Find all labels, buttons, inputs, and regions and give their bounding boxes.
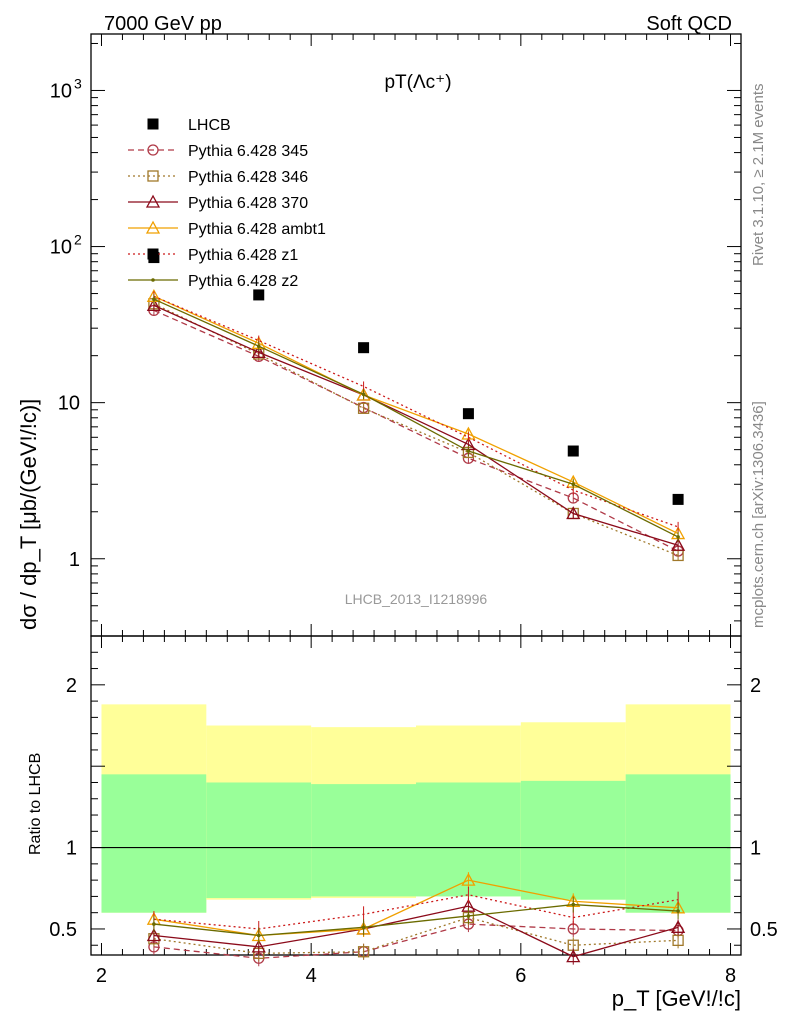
- y-axis-label: dσ / dp_T [μb/(GeV!/!c)]: [16, 399, 41, 630]
- ratio-y-tick-label: 2: [66, 675, 77, 697]
- ratio-line-2: [153, 905, 679, 958]
- series-line-4: [153, 295, 679, 528]
- reference-point: [253, 289, 265, 301]
- ratio-line-0: [153, 923, 679, 959]
- series-line-5: [153, 298, 679, 538]
- reference-point: [567, 445, 579, 457]
- series-line-2: [153, 304, 679, 546]
- series-point: [676, 535, 680, 539]
- main-series-layer: [146, 252, 686, 562]
- ratio-point: [466, 914, 471, 918]
- legend-marker: [151, 278, 155, 282]
- side-mcplots-label: mcplots.cern.ch [arXiv:1306.3436]: [750, 401, 767, 628]
- y-tick-label: 10: [58, 393, 80, 415]
- series-line-3: [153, 295, 679, 535]
- ratio-point: [571, 902, 576, 907]
- series-point: [571, 482, 576, 487]
- series-point: [566, 506, 581, 520]
- legend-marker: [147, 118, 159, 130]
- ratio-line-3: [153, 879, 679, 937]
- y-tick-label: 10: [50, 80, 72, 102]
- legend-label: Pythia 6.428 ambt1: [188, 221, 326, 238]
- ratio-point: [251, 939, 266, 953]
- ratio-band-green: [625, 774, 731, 913]
- ratio-point: [361, 925, 366, 930]
- ratio-y-tick-label: 1: [66, 838, 77, 860]
- ratio-band-green: [101, 774, 207, 913]
- ratio-point: [357, 946, 370, 958]
- series-line-1: [153, 303, 679, 557]
- series-point: [356, 387, 371, 401]
- x-tick-label: 4: [306, 965, 317, 987]
- legend-marker: [147, 170, 159, 182]
- reference-point: [672, 493, 684, 505]
- ratio-y-tick-label: 0.5: [49, 919, 77, 941]
- analysis-watermark: LHCB_2013_I1218996: [345, 591, 488, 607]
- series-point: [152, 297, 156, 302]
- ratio-line-4: [153, 894, 679, 930]
- ratio-band-green: [520, 780, 626, 900]
- ratio-point: [671, 919, 686, 933]
- ratio-point: [672, 934, 684, 947]
- legend-label: Pythia 6.428 z1: [188, 247, 298, 264]
- legend-marker: [145, 194, 161, 208]
- series-point: [671, 537, 686, 551]
- x-tick-label: 8: [725, 965, 736, 987]
- ratio-y-tick-label-right: 1: [750, 838, 761, 860]
- legend-label: Pythia 6.428 345: [188, 143, 308, 160]
- x-axis-label: p_T [GeV!/!c]: [612, 986, 741, 1011]
- series-point: [361, 392, 366, 397]
- x-tick-label: 2: [96, 965, 107, 987]
- ratio-band-green: [206, 782, 312, 899]
- ratio-y-tick-label-right: 2: [750, 675, 761, 697]
- ratio-point: [461, 872, 476, 886]
- series-point: [256, 344, 261, 348]
- reference-point: [358, 342, 370, 354]
- ratio-point: [256, 933, 261, 938]
- ratio-point: [566, 949, 581, 963]
- ratio-line-1: [153, 916, 679, 955]
- ratio-band-green: [311, 784, 416, 897]
- legend-label: Pythia 6.428 370: [188, 195, 308, 212]
- legend-label: LHCB: [188, 117, 231, 134]
- ratio-y-tick-label-right: 0.5: [750, 919, 778, 941]
- header-collision-label: 7000 GeV pp: [104, 13, 222, 35]
- series-point: [466, 449, 471, 453]
- series-point: [146, 298, 161, 312]
- series-line-0: [153, 309, 679, 552]
- y-tick-label: 10: [50, 237, 72, 259]
- legend-marker: [147, 248, 159, 260]
- legend-label: Pythia 6.428 z2: [188, 273, 298, 290]
- legend-marker: [147, 144, 159, 156]
- series-point: [357, 402, 370, 414]
- ratio-point: [146, 928, 161, 942]
- ratio-y-axis-label: Ratio to LHCB: [27, 753, 44, 855]
- series-point: [251, 345, 266, 359]
- x-tick-label: 6: [515, 965, 526, 987]
- legend-marker: [145, 220, 161, 234]
- y-tick-exponent: 2: [74, 232, 82, 248]
- ratio-uncertainty-bands: [101, 704, 731, 913]
- ratio-panel-axes: [90, 635, 742, 956]
- y-tick-exponent: 3: [74, 75, 82, 91]
- ratio-point: [676, 909, 680, 913]
- reference-point: [462, 408, 474, 420]
- chart-title: pT(Λc⁺): [384, 72, 451, 93]
- legend-label: Pythia 6.428 346: [188, 169, 308, 186]
- ratio-line-5: [153, 903, 679, 937]
- header-process-label: Soft QCD: [646, 13, 732, 35]
- y-tick-label: 1: [69, 549, 80, 571]
- ratio-point: [152, 922, 156, 926]
- side-rivet-label: Rivet 3.1.10, ≥ 2.1M events: [750, 84, 767, 267]
- legend: LHCB Pythia 6.428 345 Pythia 6.428 346 Pyth…: [128, 117, 326, 290]
- ratio-series-layer: [146, 872, 686, 967]
